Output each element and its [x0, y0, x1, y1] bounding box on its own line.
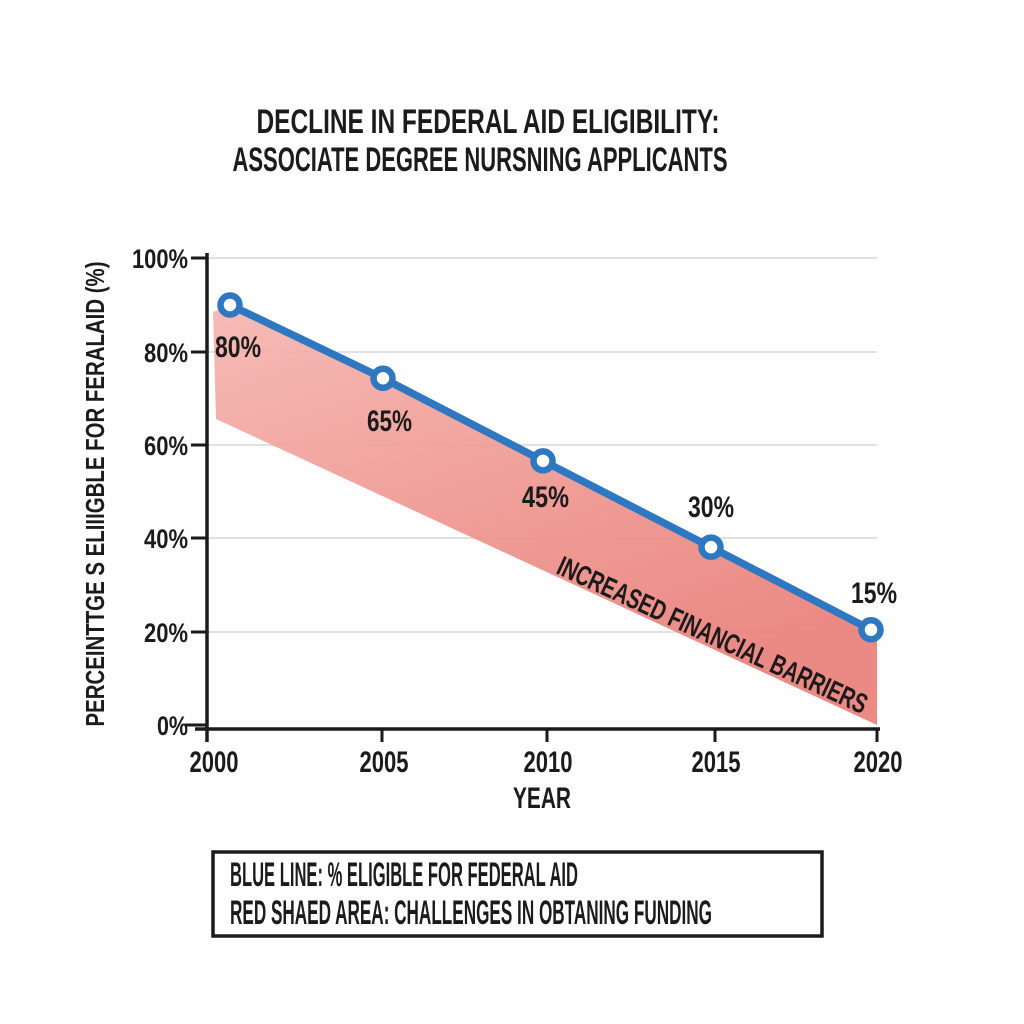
- point-label-2020: 15%: [851, 577, 897, 610]
- data-point-marker: [858, 617, 884, 643]
- ytick-80: 80%: [144, 338, 188, 368]
- xtick-2005: 2005: [360, 746, 409, 779]
- chart-title-line2: ASSOCIATE DEGREE NURSNING APPLICANTS: [233, 141, 728, 179]
- ytick-0: 0%: [157, 711, 188, 741]
- xtick-2020: 2020: [854, 746, 903, 779]
- xtick-2015: 2015: [692, 746, 741, 779]
- data-point-marker: [698, 534, 724, 560]
- point-label-2000: 80%: [215, 331, 261, 364]
- point-label-2010: 45%: [522, 481, 569, 514]
- data-point-marker: [370, 365, 396, 391]
- axes: [195, 253, 880, 742]
- xtick-2010: 2010: [524, 746, 573, 779]
- y-axis-label: PERCEINTTGE S ELIIIGBLE FOR FERALAID (%): [80, 262, 110, 727]
- data-point-marker: [530, 448, 556, 474]
- data-point-marker: [217, 292, 243, 318]
- point-label-2005: 65%: [367, 405, 412, 438]
- ytick-100: 100%: [132, 244, 188, 274]
- point-label-2015: 30%: [688, 491, 734, 524]
- x-axis-label: YEAR: [513, 782, 571, 815]
- ytick-20: 20%: [144, 618, 188, 648]
- ytick-60: 60%: [144, 431, 188, 461]
- ytick-40: 40%: [144, 524, 188, 554]
- data-point-markers: [217, 292, 884, 643]
- legend-box: [211, 850, 824, 938]
- chart-title-line1: DECLINE IN FEDERAL AID ELIGIBILITY:: [257, 103, 720, 141]
- xtick-2000: 2000: [190, 746, 239, 779]
- axis-ticks: [185, 256, 879, 742]
- red-shaded-area: [213, 304, 877, 725]
- legend-line-blue: BLUE LINE: % ELIGIBLE FOR FEDERAL AID: [230, 856, 578, 894]
- legend-line-red: RED SHAED AREA: CHALLENGES IN OBTANING F…: [230, 894, 712, 932]
